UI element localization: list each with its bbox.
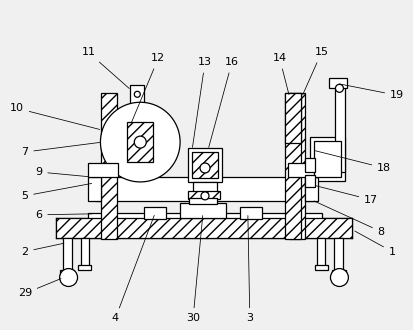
Text: 8: 8 xyxy=(314,201,385,237)
Circle shape xyxy=(200,163,210,173)
Text: 18: 18 xyxy=(315,151,391,173)
Bar xyxy=(180,203,226,218)
Bar xyxy=(88,177,102,201)
Bar xyxy=(88,213,321,219)
Bar xyxy=(316,238,325,268)
Bar xyxy=(189,198,217,204)
Text: 6: 6 xyxy=(35,210,92,220)
Bar xyxy=(285,93,301,143)
Circle shape xyxy=(330,269,349,286)
Bar xyxy=(81,238,90,268)
Bar xyxy=(56,218,352,238)
Circle shape xyxy=(335,84,344,92)
Bar xyxy=(285,93,301,239)
Bar xyxy=(192,152,218,178)
Text: 12: 12 xyxy=(131,53,165,123)
Text: 13: 13 xyxy=(192,57,212,147)
Text: 7: 7 xyxy=(21,143,100,157)
Circle shape xyxy=(100,102,180,182)
Text: 16: 16 xyxy=(209,57,239,148)
Text: 30: 30 xyxy=(186,215,203,323)
Text: 14: 14 xyxy=(273,53,289,95)
Text: 1: 1 xyxy=(355,231,396,257)
Text: 15: 15 xyxy=(303,48,328,95)
Bar xyxy=(289,93,304,239)
Text: 11: 11 xyxy=(81,48,129,88)
Bar xyxy=(304,177,318,201)
Text: 5: 5 xyxy=(21,183,92,201)
Bar xyxy=(310,137,345,181)
Bar xyxy=(193,182,217,192)
Bar xyxy=(63,238,71,274)
Bar xyxy=(102,93,117,239)
Bar xyxy=(304,175,315,187)
Bar xyxy=(78,265,92,270)
Text: 2: 2 xyxy=(21,243,64,257)
Bar xyxy=(188,191,220,199)
Bar xyxy=(332,270,347,275)
Bar xyxy=(131,85,144,142)
Bar xyxy=(304,158,315,172)
Circle shape xyxy=(201,192,209,200)
Text: 17: 17 xyxy=(315,185,378,205)
Bar xyxy=(330,78,347,88)
Circle shape xyxy=(134,136,146,148)
Bar xyxy=(144,207,166,219)
Bar xyxy=(288,163,318,177)
Bar xyxy=(240,207,262,219)
Bar xyxy=(88,163,119,177)
Bar xyxy=(59,270,74,275)
Bar xyxy=(95,177,315,201)
Bar xyxy=(127,122,153,162)
Bar xyxy=(188,148,222,182)
Text: 19: 19 xyxy=(339,84,404,100)
Bar xyxy=(335,82,345,172)
Text: 9: 9 xyxy=(35,167,89,177)
Bar xyxy=(335,238,344,274)
Circle shape xyxy=(134,91,140,97)
Text: 10: 10 xyxy=(10,103,100,129)
Text: 3: 3 xyxy=(246,215,253,323)
Bar xyxy=(315,265,328,270)
Circle shape xyxy=(59,269,78,286)
Text: 4: 4 xyxy=(112,215,154,323)
Bar xyxy=(313,141,342,177)
Text: 29: 29 xyxy=(18,279,61,298)
